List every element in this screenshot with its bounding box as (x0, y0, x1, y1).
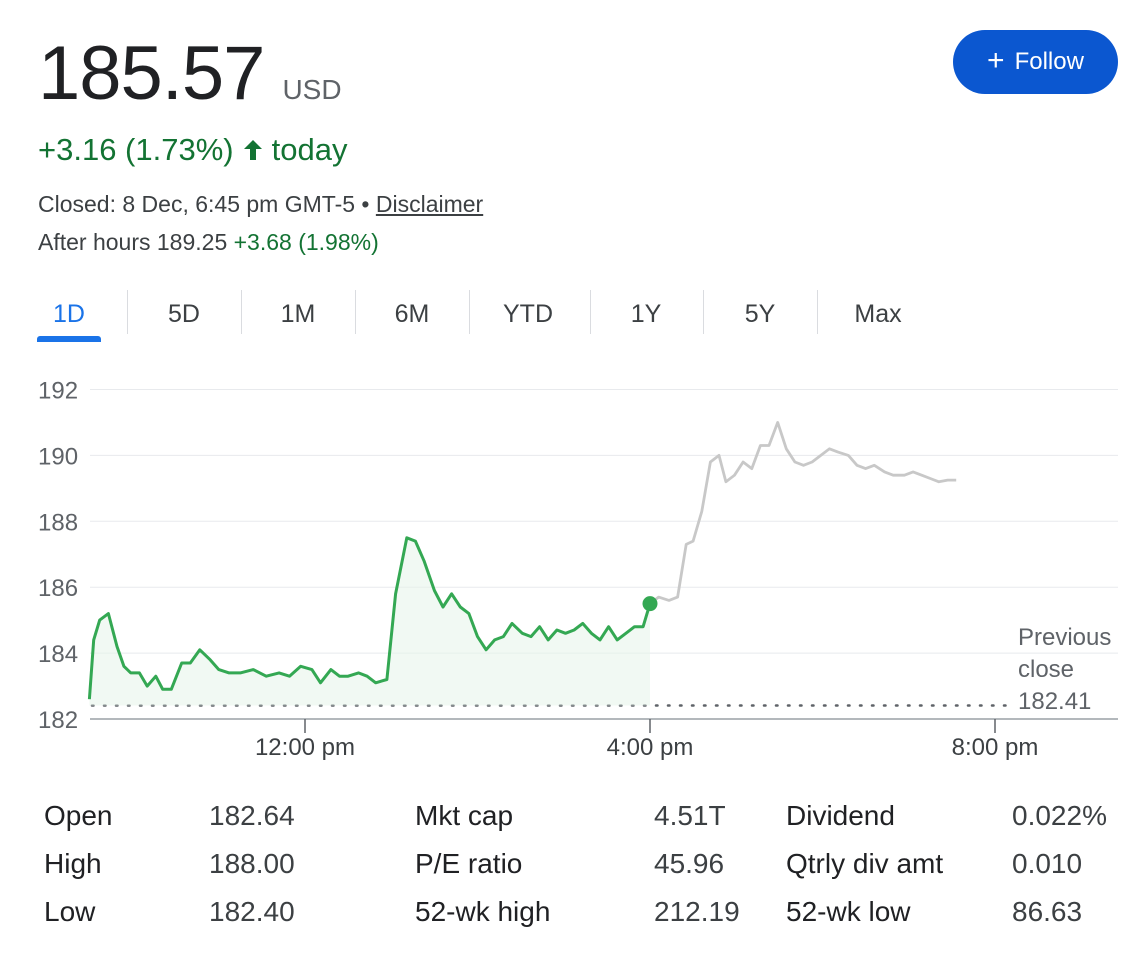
market-close-marker (642, 596, 658, 612)
tab-separator (355, 290, 356, 334)
tab-ytd[interactable]: YTD (503, 300, 553, 328)
follow-button[interactable]: + Follow (953, 30, 1118, 94)
y-tick-label: 184 (38, 641, 78, 668)
regular-session-line (87, 536, 652, 700)
tab-separator (241, 290, 242, 334)
previous-close-label: 182.41 (1018, 688, 1091, 715)
stat-label-low: Low (44, 896, 96, 927)
price-chart: 192 190 188 186 184 182 12:00 pm 4:00 pm 8:00 pm… (38, 378, 1118, 760)
closed-text: Closed: 8 Dec, 6:45 pm GMT-5 • (38, 191, 376, 217)
disclaimer-link[interactable]: Disclaimer (375, 191, 484, 217)
after-hours-change: +3.68 (1.98%) (233, 229, 379, 255)
y-tick-label: 186 (38, 575, 78, 602)
stat-value-52-wk-high: 212.19 (654, 896, 740, 927)
stat-label-p-e-ratio: P/E ratio (415, 848, 523, 879)
plus-icon: + (987, 44, 1005, 77)
stat-value-low: 182.40 (209, 896, 295, 927)
x-tick-label: 8:00 pm (952, 734, 1039, 760)
tab-separator (469, 290, 470, 334)
tab-separator (590, 290, 591, 334)
stat-label-52-wk-high: 52-wk high (415, 896, 551, 927)
y-tick-label: 182 (38, 707, 78, 734)
price-change-value: +3.16 (1.73%) (38, 132, 234, 167)
after-hours-quote: After hours 189.25 +3.68 (1.98%) (38, 229, 379, 256)
stat-label-mkt-cap: Mkt cap (415, 800, 514, 831)
x-tick-label: 12:00 pm (255, 734, 355, 760)
y-tick-label: 190 (38, 443, 78, 470)
after-hours-label: After hours 189.25 (38, 229, 234, 255)
arrow-up-icon (243, 140, 262, 160)
stat-value-high: 188.00 (209, 848, 295, 879)
tab-5y[interactable]: 5Y (744, 300, 776, 328)
stat-value-p-e-ratio: 45.96 (654, 848, 725, 879)
tab-1y[interactable]: 1Y (630, 300, 662, 328)
price-header: 185.57 USD (38, 36, 342, 112)
stat-value-open: 182.64 (209, 800, 295, 831)
stat-label-qtrly-div-amt: Qtrly div amt (786, 848, 944, 879)
previous-close-label: close (1018, 656, 1074, 683)
stat-value-mkt-cap: 4.51T (654, 800, 726, 831)
regular-session-area (89, 537, 650, 706)
tab-5d[interactable]: 5D (168, 300, 200, 328)
stat-value-qtrly-div-amt: 0.010 (1012, 848, 1083, 879)
price-change-suffix: today (271, 132, 348, 167)
stock-price: 185.57 (38, 31, 265, 116)
previous-close-label: Previous (1018, 624, 1111, 651)
stat-value-dividend: 0.022% (1012, 800, 1107, 831)
stat-label-high: High (44, 848, 102, 879)
tab-1m[interactable]: 1M (280, 300, 316, 328)
tab-separator (703, 290, 704, 334)
y-tick-label: 192 (38, 378, 78, 405)
tab-max[interactable]: Max (854, 300, 902, 328)
stat-label-dividend: Dividend (786, 800, 895, 831)
tab-separator (127, 290, 128, 334)
price-change: +3.16 (1.73%) today (38, 132, 347, 168)
follow-button-label: Follow (1014, 48, 1084, 75)
market-status: Closed: 8 Dec, 6:45 pm GMT-5 • Disclaime… (38, 191, 483, 218)
stat-value-52-wk-low: 86.63 (1012, 896, 1083, 927)
tab-1d[interactable]: 1D (37, 287, 101, 342)
stat-label-open: Open (44, 800, 113, 831)
tab-separator (817, 290, 818, 334)
x-tick-label: 4:00 pm (607, 734, 694, 760)
y-tick-label: 188 (38, 509, 78, 536)
tab-6m[interactable]: 6M (394, 300, 430, 328)
after-hours-line (649, 421, 957, 605)
currency-label: USD (282, 74, 342, 105)
stat-label-52-wk-low: 52-wk low (786, 896, 911, 927)
